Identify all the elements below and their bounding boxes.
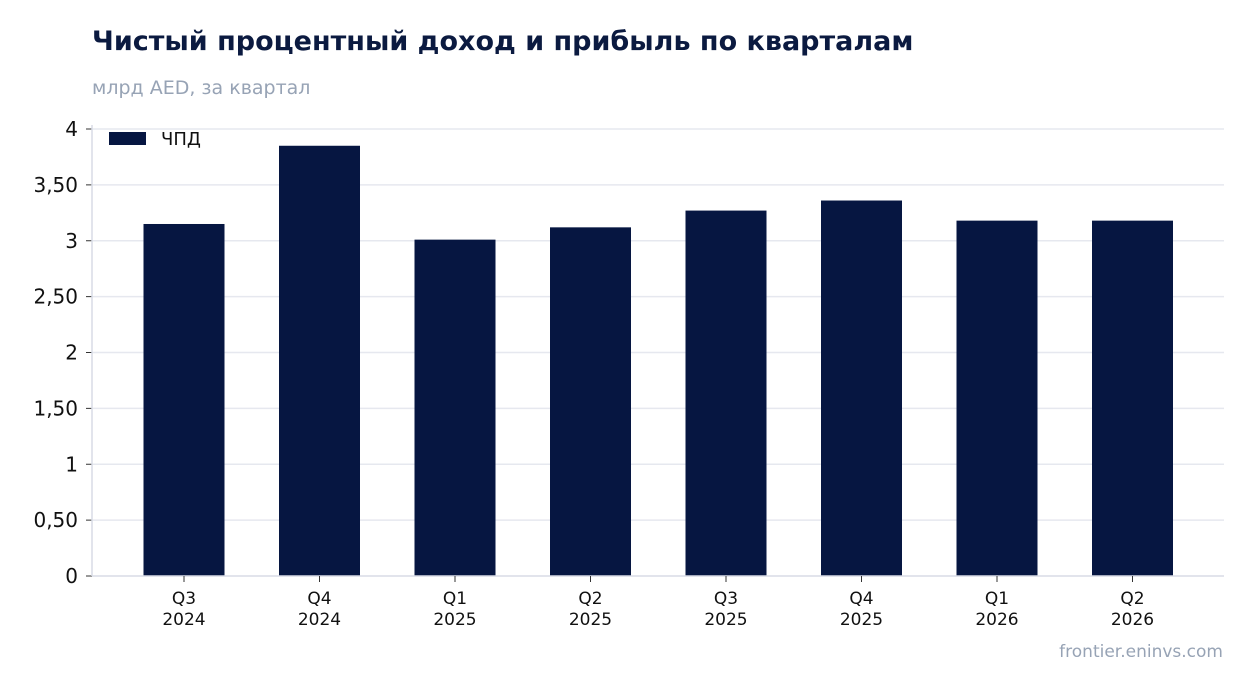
bar bbox=[143, 223, 225, 577]
bar bbox=[550, 227, 631, 576]
y-tick-label: 0,50 bbox=[33, 508, 78, 532]
bars bbox=[143, 145, 1173, 577]
x-tick-label-line: 2025 bbox=[704, 610, 747, 630]
x-tick-label: Q4 2024 bbox=[298, 589, 341, 630]
bar bbox=[821, 200, 902, 576]
y-tick-label: 0 bbox=[65, 564, 78, 588]
x-tick-label-line: 2025 bbox=[433, 610, 476, 630]
bar bbox=[956, 220, 1038, 576]
y-tick-label: 4 bbox=[65, 117, 78, 141]
y-tick-label: 2,50 bbox=[33, 285, 78, 309]
y-tick-label: 2 bbox=[65, 341, 78, 365]
x-tick-label-line: Q1 bbox=[443, 589, 467, 609]
x-tick-label: Q3 2024 bbox=[162, 589, 205, 630]
x-tick-label-line: Q3 bbox=[714, 589, 738, 609]
x-tick-label: Q1 2026 bbox=[975, 589, 1018, 630]
bar bbox=[685, 210, 767, 576]
x-tick-label-line: Q4 bbox=[849, 589, 873, 609]
x-tick-label-line: Q4 bbox=[307, 589, 331, 609]
x-tick-label-line: 2025 bbox=[569, 610, 612, 630]
x-tick-label-line: 2026 bbox=[975, 610, 1018, 630]
x-tick-label-line: 2024 bbox=[162, 610, 205, 630]
x-tick-label: Q3 2025 bbox=[704, 589, 747, 630]
y-tick-label: 1 bbox=[65, 452, 78, 476]
x-tick-label-line: Q1 bbox=[985, 589, 1009, 609]
y-tick-label: 3,50 bbox=[33, 173, 78, 197]
bar bbox=[414, 239, 496, 576]
x-tick-label-line: 2025 bbox=[840, 610, 883, 630]
bar bbox=[279, 145, 360, 576]
y-tick-label: 3 bbox=[65, 229, 78, 253]
x-tick-label-line: Q2 bbox=[578, 589, 602, 609]
axes bbox=[86, 125, 1224, 582]
x-tick-label: Q4 2025 bbox=[840, 589, 883, 630]
x-tick-label-line: Q3 bbox=[172, 589, 196, 609]
x-tick-label-line: 2024 bbox=[298, 610, 341, 630]
chart-subtitle: млрд AED, за квартал bbox=[92, 77, 311, 99]
x-tick-label: Q2 2025 bbox=[569, 589, 612, 630]
grid-lines bbox=[92, 128, 1224, 521]
x-tick-label-line: Q2 bbox=[1120, 589, 1144, 609]
y-tick-label: 1,50 bbox=[33, 396, 78, 420]
y-tick-labels: 0 0,50 1 1,50 2 2,50 3 3,50 4 bbox=[33, 117, 78, 588]
legend: ЧПД bbox=[109, 129, 201, 150]
legend-label: ЧПД bbox=[161, 129, 201, 150]
bar bbox=[1092, 220, 1173, 576]
source-label: frontier.eninvs.com bbox=[1059, 642, 1223, 662]
legend-swatch bbox=[109, 132, 146, 145]
chart-title: Чистый процентный доход и прибыль по ква… bbox=[92, 26, 914, 57]
x-tick-label: Q2 2026 bbox=[1111, 589, 1154, 630]
x-tick-label-line: 2026 bbox=[1111, 610, 1154, 630]
x-tick-label: Q1 2025 bbox=[433, 589, 476, 630]
